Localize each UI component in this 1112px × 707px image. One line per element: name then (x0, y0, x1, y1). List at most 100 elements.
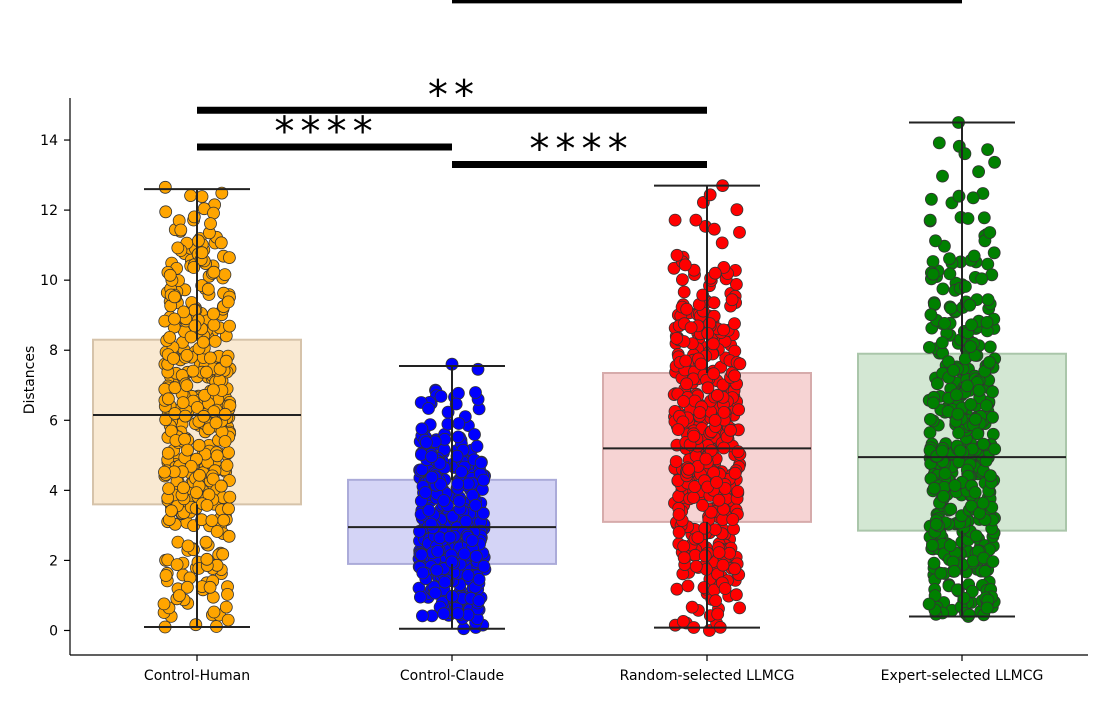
data-point-control-human (208, 334, 222, 348)
data-point-control-human (184, 330, 198, 344)
data-point-expert-selected-llmcg (980, 601, 994, 615)
data-point-random-selected-llmcg (680, 377, 693, 391)
data-point-control-claude (437, 607, 451, 621)
data-point-control-human (180, 580, 194, 594)
data-point-control-human (168, 290, 181, 304)
data-point-control-claude (422, 503, 436, 517)
data-point-control-human (177, 481, 190, 495)
data-point-control-human (209, 416, 223, 430)
data-point-random-selected-llmcg (712, 493, 726, 507)
data-point-expert-selected-llmcg (987, 246, 1001, 260)
data-point-random-selected-llmcg (708, 413, 722, 427)
data-point-random-selected-llmcg (708, 523, 722, 536)
data-point-control-claude (455, 465, 468, 479)
data-point-expert-selected-llmcg (927, 481, 941, 495)
data-point-expert-selected-llmcg (969, 529, 983, 543)
data-point-expert-selected-llmcg (981, 257, 995, 271)
data-point-expert-selected-llmcg (928, 297, 941, 311)
data-point-random-selected-llmcg (696, 498, 709, 512)
x-tick-label: Random-selected LLMCG (620, 668, 795, 684)
data-point-expert-selected-llmcg (972, 165, 985, 179)
data-point-random-selected-llmcg (678, 258, 692, 272)
data-point-random-selected-llmcg (698, 549, 712, 563)
data-point-random-selected-llmcg (677, 551, 691, 565)
data-point-expert-selected-llmcg (986, 427, 1000, 441)
data-point-random-selected-llmcg (707, 296, 721, 310)
data-point-random-selected-llmcg (668, 213, 682, 227)
data-point-random-selected-llmcg (685, 600, 699, 614)
data-point-expert-selected-llmcg (960, 379, 974, 393)
data-point-control-human (161, 446, 175, 460)
data-point-expert-selected-llmcg (961, 212, 975, 225)
data-point-expert-selected-llmcg (944, 301, 958, 315)
data-point-control-human (214, 479, 228, 493)
data-point-random-selected-llmcg (730, 588, 743, 602)
data-point-control-human (190, 401, 204, 414)
data-point-control-human (158, 465, 171, 479)
data-point-control-human (217, 513, 231, 527)
data-point-expert-selected-llmcg (922, 597, 936, 611)
y-tick-label: 12 (40, 203, 58, 219)
data-point-expert-selected-llmcg (984, 469, 997, 483)
data-point-random-selected-llmcg (670, 248, 684, 262)
data-point-control-human (222, 446, 235, 460)
data-point-control-human (181, 539, 195, 553)
data-point-control-human (207, 307, 220, 321)
data-point-expert-selected-llmcg (929, 517, 943, 531)
y-tick-label: 4 (49, 483, 58, 499)
data-point-control-claude (428, 586, 442, 600)
x-tick-label: Expert-selected LLMCG (881, 668, 1044, 684)
data-point-expert-selected-llmcg (927, 556, 941, 570)
data-point-random-selected-llmcg (718, 582, 732, 595)
data-point-expert-selected-llmcg (978, 564, 992, 578)
data-point-control-human (157, 597, 171, 611)
data-point-random-selected-llmcg (733, 225, 746, 239)
data-point-control-human (207, 265, 221, 279)
data-point-random-selected-llmcg (682, 462, 696, 476)
data-point-expert-selected-llmcg (951, 583, 964, 597)
data-point-expert-selected-llmcg (966, 554, 980, 568)
data-point-expert-selected-llmcg (972, 383, 986, 397)
data-point-control-human (206, 383, 220, 397)
data-point-control-human (214, 236, 228, 250)
data-point-random-selected-llmcg (687, 429, 701, 443)
data-point-control-human (193, 468, 206, 482)
data-point-control-claude (414, 548, 428, 562)
data-point-expert-selected-llmcg (988, 155, 1001, 169)
data-point-expert-selected-llmcg (971, 427, 985, 441)
y-tick-label: 8 (49, 343, 58, 359)
y-tick-label: 0 (49, 623, 58, 639)
data-point-control-claude (430, 563, 444, 577)
data-point-expert-selected-llmcg (980, 399, 993, 413)
data-point-random-selected-llmcg (679, 354, 693, 368)
data-point-expert-selected-llmcg (925, 192, 938, 206)
data-point-expert-selected-llmcg (936, 169, 949, 183)
data-point-control-human (170, 558, 184, 571)
data-point-control-claude (416, 566, 430, 580)
data-point-expert-selected-llmcg (963, 298, 977, 312)
data-point-control-human (222, 529, 236, 543)
data-point-control-claude (469, 550, 483, 563)
data-point-random-selected-llmcg (672, 525, 686, 539)
data-point-expert-selected-llmcg (931, 377, 944, 391)
data-point-random-selected-llmcg (707, 222, 721, 236)
data-point-random-selected-llmcg (706, 337, 720, 351)
data-point-control-human (171, 241, 185, 255)
data-point-control-claude (449, 397, 463, 411)
significance-label: **** (272, 109, 376, 155)
data-point-expert-selected-llmcg (962, 608, 976, 622)
data-point-control-human (197, 409, 211, 423)
data-point-control-claude (433, 457, 447, 471)
data-point-control-claude (443, 530, 457, 544)
data-point-control-human (168, 407, 182, 420)
data-point-expert-selected-llmcg (958, 147, 972, 161)
data-point-random-selected-llmcg (726, 513, 740, 526)
data-point-control-human (219, 354, 233, 368)
data-point-expert-selected-llmcg (983, 340, 997, 354)
data-point-expert-selected-llmcg (947, 363, 960, 377)
data-point-expert-selected-llmcg (937, 489, 950, 503)
y-tick-label: 14 (40, 133, 58, 149)
data-point-expert-selected-llmcg (927, 396, 940, 410)
data-point-expert-selected-llmcg (986, 555, 1000, 568)
